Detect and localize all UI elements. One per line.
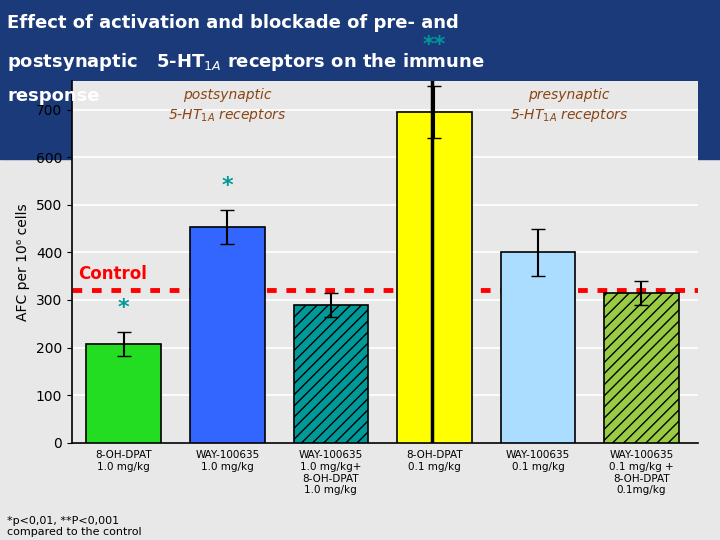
Bar (294, 305, 368, 443)
Text: Control: Control (78, 265, 147, 284)
Bar (86, 345, 161, 443)
Text: postsynaptic: postsynaptic (183, 88, 271, 102)
Bar (397, 112, 472, 443)
Text: **: ** (423, 35, 446, 55)
Text: *p<0,01, **P<0,001
compared to the control: *p<0,01, **P<0,001 compared to the contr… (7, 516, 142, 537)
Text: *: * (222, 176, 233, 196)
Text: response: response (7, 87, 99, 105)
Text: 5-HT$_{1A}$ receptors: 5-HT$_{1A}$ receptors (510, 107, 628, 124)
Text: postsynaptic   5-HT$_{1A}$ receptors on the immune: postsynaptic 5-HT$_{1A}$ receptors on th… (7, 51, 485, 73)
Text: *: * (118, 298, 130, 318)
Y-axis label: AFC per 10⁶ cells: AFC per 10⁶ cells (17, 203, 30, 321)
Text: 5-HT$_{1A}$ receptors: 5-HT$_{1A}$ receptors (168, 107, 287, 124)
Bar (500, 252, 575, 443)
Text: Effect of activation and blockade of pre- and: Effect of activation and blockade of pre… (7, 14, 459, 31)
Bar (190, 227, 264, 443)
Text: presynaptic: presynaptic (528, 88, 610, 102)
Bar (604, 293, 679, 443)
